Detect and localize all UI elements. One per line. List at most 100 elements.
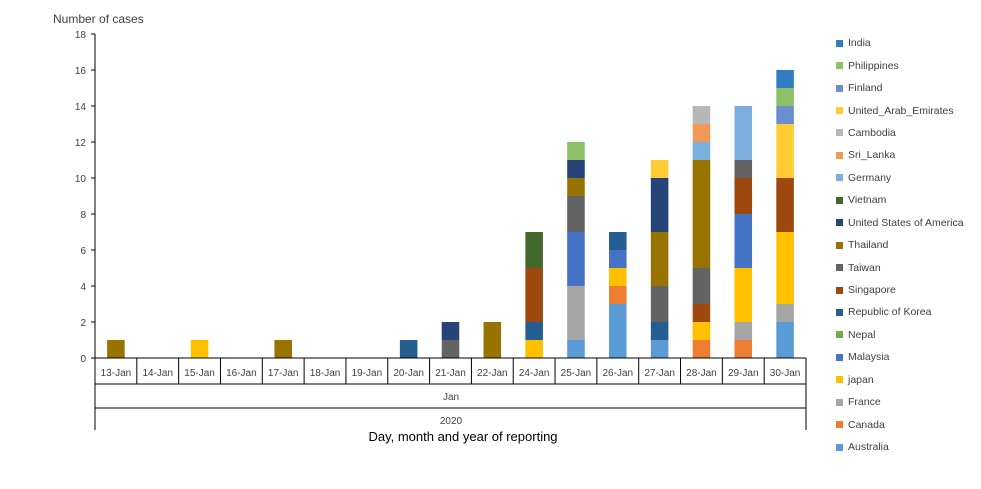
bar-segment-malaysia xyxy=(734,214,753,268)
legend-swatch xyxy=(836,353,843,361)
x-tick-label: 26-Jan xyxy=(603,368,634,379)
bar-segment-singapore xyxy=(734,178,753,214)
x-tick-label: 14-Jan xyxy=(142,368,173,379)
legend-item-canada: Canada xyxy=(836,413,981,435)
legend-label: Singapore xyxy=(848,284,896,297)
legend-label: Thailand xyxy=(848,239,889,252)
bar-segment-republic-of-korea xyxy=(399,340,418,358)
y-tick-label: 18 xyxy=(75,30,87,41)
y-tick-label: 12 xyxy=(75,138,87,149)
legend-item-singapore: Singapore xyxy=(836,279,981,301)
bar-segment-republic-of-korea xyxy=(525,322,543,340)
legend-swatch xyxy=(836,84,843,92)
legend-item-republic-of-korea: Republic of Korea xyxy=(836,301,981,323)
bar-segment-cambodia xyxy=(692,106,711,124)
legend-swatch xyxy=(836,129,843,137)
y-tick-label: 6 xyxy=(80,246,86,257)
bar-segment-japan xyxy=(692,322,711,340)
legend-swatch xyxy=(836,421,843,429)
legend-swatch xyxy=(836,219,843,227)
legend-swatch xyxy=(836,264,843,272)
legend-item-malaysia: Malaysia xyxy=(836,346,981,368)
bar-segment-france xyxy=(567,286,585,340)
legend-item-france: France xyxy=(836,391,981,413)
bar-segment-thailand xyxy=(483,322,502,358)
bar-segment-singapore xyxy=(692,304,711,322)
bar-segment-singapore xyxy=(776,178,794,232)
bar-segment-thailand xyxy=(692,160,711,268)
bar-segment-taiwan xyxy=(650,286,669,322)
bar-segment-france xyxy=(776,304,794,322)
legend-label: Taiwan xyxy=(848,261,881,274)
y-axis: 0 2 4 6 8 10 12 14 16 18 xyxy=(75,30,96,365)
x-axis-year-label: 2020 xyxy=(440,416,463,427)
bar-segment-germany xyxy=(692,142,711,160)
y-tick-label: 4 xyxy=(80,282,86,293)
x-axis-title: Day, month and year of reporting xyxy=(368,429,557,444)
legend-swatch xyxy=(836,443,843,451)
legend-label: japan xyxy=(848,373,874,386)
x-tick-label: 18-Jan xyxy=(310,368,341,379)
x-tick-label: 21-Jan xyxy=(435,368,466,379)
legend-swatch xyxy=(836,398,843,406)
bar-segment-sri-lanka xyxy=(692,124,711,142)
legend-item-nepal: Nepal xyxy=(836,324,981,346)
x-tick-label: 13-Jan xyxy=(101,368,132,379)
bar-segment-malaysia xyxy=(567,232,585,286)
bar-segment-malaysia xyxy=(609,250,627,268)
legend-item-taiwan: Taiwan xyxy=(836,256,981,278)
legend-label: United_Arab_Emirates xyxy=(848,104,954,117)
y-tick-label: 8 xyxy=(80,210,86,221)
legend-swatch xyxy=(836,376,843,384)
legend-label: Finland xyxy=(848,82,883,95)
bar-segment-japan xyxy=(734,268,753,322)
bar-segment-germany xyxy=(734,106,753,160)
legend-swatch xyxy=(836,308,843,316)
bar-segment-thailand xyxy=(274,340,292,358)
bar-segment-taiwan xyxy=(692,268,711,304)
bar-segment-japan xyxy=(525,340,543,358)
bar-segment-canada xyxy=(692,340,711,358)
bar-segment-japan xyxy=(190,340,209,358)
bar-segment-philippines xyxy=(776,88,794,106)
legend-swatch xyxy=(836,331,843,339)
legend-swatch xyxy=(836,196,843,204)
legend-swatch xyxy=(836,39,843,47)
bar-segment-canada xyxy=(734,340,753,358)
legend-item-cambodia: Cambodia xyxy=(836,122,981,144)
y-tick-label: 14 xyxy=(75,102,87,113)
x-tick-label: 22-Jan xyxy=(477,368,508,379)
legend-label: Philippines xyxy=(848,59,899,72)
legend-item-united-states-of-america: United States of America xyxy=(836,212,981,234)
legend-item-india: India xyxy=(836,32,981,54)
x-tick-label: 20-Jan xyxy=(393,368,424,379)
legend-swatch xyxy=(836,151,843,159)
bars xyxy=(107,70,794,358)
bar-segment-australia xyxy=(650,340,669,358)
legend-label: Malaysia xyxy=(848,351,890,364)
x-axis: 13-Jan 14-Jan 15-Jan 16-Jan 17-Jan 18-Jan 19-J… xyxy=(94,357,807,430)
legend-label: Sri_Lanka xyxy=(848,149,896,162)
bar-segment-thailand xyxy=(107,340,125,358)
bar-segment-india xyxy=(776,70,794,88)
x-tick-label: 19-Jan xyxy=(352,368,383,379)
legend-item-vietnam: Vietnam xyxy=(836,189,981,211)
legend-item-united-arab-emirates: United_Arab_Emirates xyxy=(836,99,981,121)
y-tick-label: 10 xyxy=(75,174,87,185)
x-tick-label: 17-Jan xyxy=(268,368,299,379)
x-tick-label: 16-Jan xyxy=(226,368,257,379)
legend-item-philippines: Philippines xyxy=(836,54,981,76)
legend-item-australia: Australia xyxy=(836,436,981,458)
x-tick-label: 29-Jan xyxy=(728,368,759,379)
bar-segment-australia xyxy=(609,304,627,358)
legend-label: Nepal xyxy=(848,328,876,341)
x-tick-label: 15-Jan xyxy=(184,368,215,379)
bar-segment-united-arab-emirates xyxy=(776,124,794,178)
legend-item-finland: Finland xyxy=(836,77,981,99)
bar-segment-australia xyxy=(776,322,794,358)
bar-segment-united-states-of-america xyxy=(567,160,585,178)
legend-item-germany: Germany xyxy=(836,167,981,189)
bar-segment-singapore xyxy=(525,268,543,322)
bar-segment-republic-of-korea xyxy=(609,232,627,250)
legend-item-sri-lanka: Sri_Lanka xyxy=(836,144,981,166)
